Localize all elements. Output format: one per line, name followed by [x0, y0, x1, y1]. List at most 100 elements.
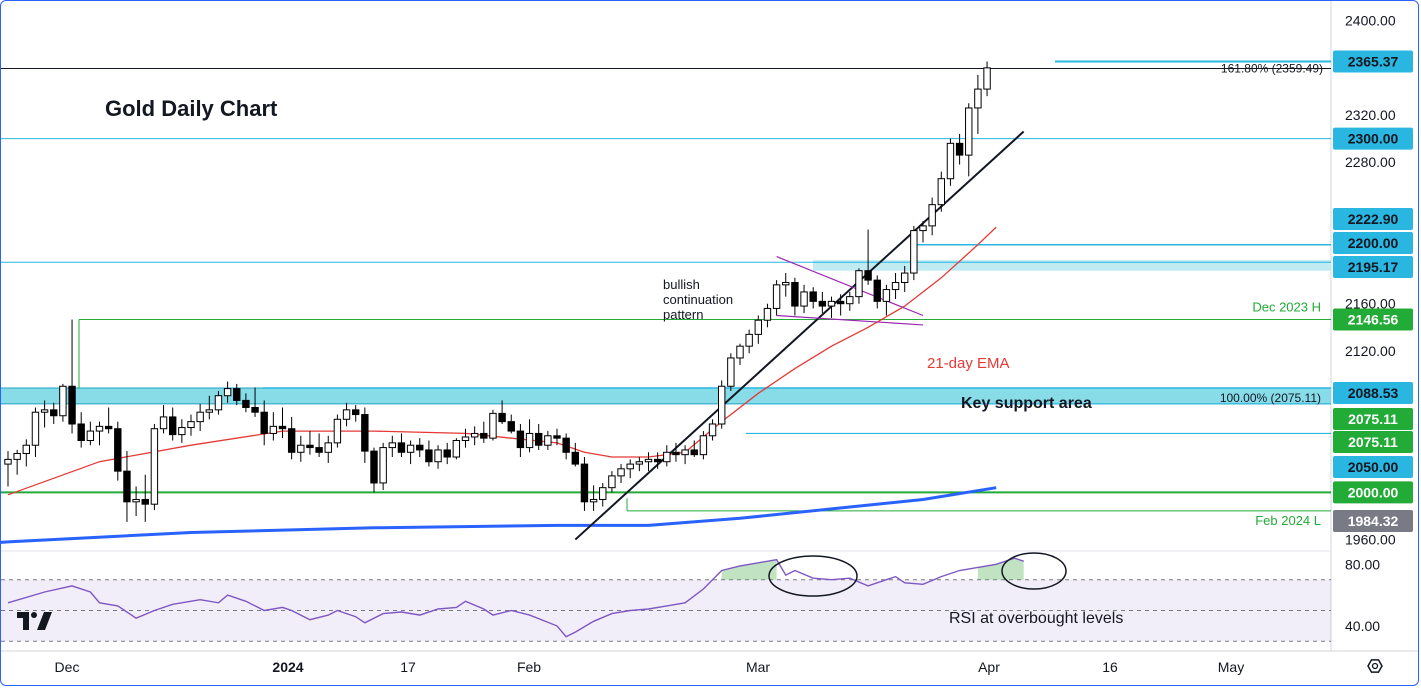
price-tag-bg-1	[1333, 127, 1413, 150]
candle-body-8	[77, 423, 85, 442]
candle-body-90	[827, 300, 836, 307]
candle-body-30	[278, 425, 287, 430]
candle-body-22	[205, 409, 214, 413]
rsi-overbought-circle-1	[768, 555, 858, 597]
candle-body-102	[937, 178, 945, 206]
candle-body-71	[653, 458, 662, 463]
candle-body-27	[251, 406, 259, 413]
candle-body-40	[370, 450, 378, 484]
candle-body-35	[324, 442, 332, 453]
candle-body-64	[589, 498, 598, 503]
rsi-overbought-circle-2	[1001, 552, 1067, 590]
price-tag-label-8: 2075.11	[1348, 434, 1398, 450]
time-label-5: Apr	[978, 659, 1000, 675]
price-tag-label-7: 2075.11	[1348, 411, 1398, 427]
candle-body-14	[132, 498, 140, 503]
candle-body-51	[470, 432, 479, 438]
tradingview-logo-icon	[17, 612, 29, 630]
candle-body-85	[782, 281, 790, 286]
candle-body-5	[50, 409, 58, 417]
candle-body-68	[626, 463, 634, 470]
candle-body-33	[306, 444, 314, 449]
price-tag-label-1: 2300.00	[1348, 131, 1399, 147]
candle-body-106	[974, 88, 982, 109]
candle-body-54	[498, 412, 506, 423]
candle-body-98	[901, 272, 909, 283]
candle-body-0	[4, 458, 12, 465]
horizontal-levels: 161.80% (2359.49) Dec 2023 H 100.00% (2075…	[1, 60, 1331, 528]
price-tag-label-3: 2200.00	[1348, 235, 1399, 251]
price-tag-bg-8	[1333, 431, 1413, 453]
candle-body-2	[22, 444, 31, 454]
candle-body-10	[95, 425, 104, 432]
support-zone-label: Key support area	[961, 395, 1092, 412]
price-tag-label-0: 2365.37	[1348, 54, 1399, 70]
candle-body-12	[114, 428, 122, 472]
level-label-0: 161.80% (2359.49)	[1221, 61, 1323, 75]
price-tick-3: 2160.00	[1345, 296, 1396, 312]
candle-body-104	[955, 142, 964, 156]
level-label-4: 100.00% (2075.11)	[1220, 391, 1321, 405]
annotation-layer: Gold Daily Chart Key support area bullis…	[105, 96, 1123, 627]
price-tag-bg-6	[1333, 382, 1413, 404]
candle-body-81	[745, 333, 753, 347]
candle-body-31	[287, 428, 296, 453]
pattern-lower-line	[776, 314, 924, 326]
candle-body-1	[13, 452, 21, 460]
tradingview-logo-mark	[37, 612, 52, 630]
candle-body-37	[342, 409, 351, 420]
candle-body-49	[452, 440, 461, 458]
price-tag-bg-5	[1333, 308, 1413, 331]
candle-body-36	[333, 418, 342, 444]
price-tag-bg-2	[1333, 208, 1413, 230]
candle-body-56	[516, 430, 525, 449]
resistance-band	[813, 260, 1331, 271]
price-tick-5: 1960.00	[1345, 532, 1396, 548]
candle-body-7	[68, 385, 76, 425]
candle-body-55	[507, 421, 515, 432]
price-tag-label-11: 1984.32	[1348, 513, 1399, 529]
price-tag-label-5: 2146.56	[1348, 312, 1399, 328]
candle-body-69	[635, 461, 644, 465]
candle-body-103	[946, 142, 955, 180]
candle-body-82	[754, 319, 762, 335]
candle-body-91	[836, 300, 845, 305]
candle-body-105	[965, 107, 973, 156]
price-tag-bg-4	[1333, 256, 1413, 278]
time-label-3: Feb	[517, 659, 541, 675]
price-tick-0: 2400.00	[1345, 13, 1396, 29]
candle-body-46	[425, 449, 433, 463]
rsi-line	[7, 557, 1024, 638]
candle-body-17	[159, 416, 168, 430]
candle-body-25	[233, 388, 241, 401]
candle-body-84	[772, 284, 781, 309]
time-label-6: 16	[1102, 659, 1118, 675]
candle-body-34	[315, 447, 323, 453]
price-tick-2: 2280.00	[1345, 154, 1396, 170]
candle-body-41	[379, 447, 387, 484]
candle-body-74	[681, 449, 689, 456]
candle-body-20	[187, 421, 195, 429]
candle-body-66	[608, 475, 616, 489]
candle-body-73	[672, 451, 680, 456]
candle-body-101	[928, 204, 936, 227]
rsi-overbought-fill-1	[721, 559, 777, 580]
candle-body-29	[269, 425, 278, 434]
time-label-0: Dec	[55, 659, 80, 675]
candle-body-96	[882, 289, 891, 302]
candle-body-67	[617, 468, 625, 477]
candle-body-21	[196, 411, 204, 423]
price-tag-label-9: 2050.00	[1348, 459, 1399, 475]
price-tag-label-6: 2088.53	[1348, 385, 1399, 401]
support-zone-band	[1, 387, 1331, 404]
candle-body-58	[535, 432, 543, 446]
candle-body-94	[864, 270, 872, 281]
candle-body-43	[397, 442, 406, 453]
candle-body-45	[416, 444, 424, 451]
rsi-tick-1: 40.00	[1345, 618, 1380, 634]
candle-body-95	[873, 279, 881, 302]
candle-body-63	[580, 463, 589, 503]
candle-body-70	[644, 458, 653, 463]
candle-body-76	[699, 435, 708, 456]
